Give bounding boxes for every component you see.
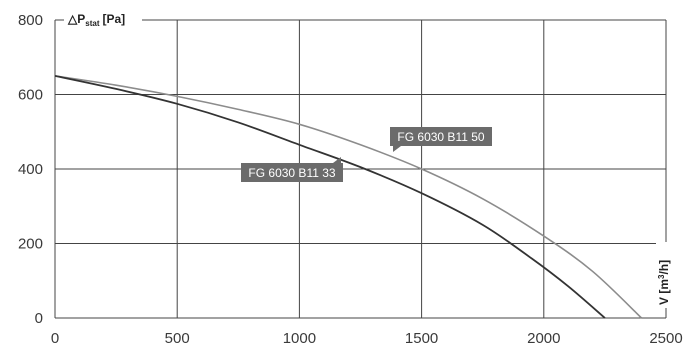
y-tick-label: 400 [18, 161, 43, 178]
x-tick-label: 2500 [649, 330, 682, 347]
x-tick-label: 1000 [283, 330, 316, 347]
x-tick-label: 0 [51, 330, 59, 347]
callout-box [241, 163, 343, 182]
y-tick-label: 0 [35, 310, 43, 327]
y-tick-label: 800 [18, 12, 43, 29]
grid [54, 10, 674, 319]
callout-label: FG 6030 B11 50 [397, 130, 484, 144]
series-callout: FG 6030 B11 50 [390, 127, 492, 152]
x-tick-label: 1500 [405, 330, 438, 347]
tick-labels: 0 500 1000 1500 2000 2500 0 200 400 600 800 [18, 12, 683, 347]
series-lines [54, 74, 643, 319]
callout-pointer [393, 146, 401, 152]
x-tick-label: 500 [165, 330, 190, 347]
series-line [54, 74, 606, 319]
y-axis-label: △Pstat [Pa] [67, 12, 125, 28]
callout-box [390, 127, 492, 146]
callout-label: FG 6030 B11 33 [248, 166, 335, 180]
y-label-backdrop [64, 10, 142, 28]
annotations: FG 6030 B11 50 FG 6030 B11 33 [241, 127, 492, 182]
y-tick-label: 200 [18, 236, 43, 253]
x-axis-label: V [m3/h] [657, 260, 671, 305]
series-callout: FG 6030 B11 33 [241, 157, 343, 182]
callout-pointer [333, 157, 341, 163]
x-label-backdrop [656, 242, 674, 308]
y-tick-label: 600 [18, 87, 43, 104]
series-line [54, 75, 643, 319]
x-tick-label: 2000 [527, 330, 560, 347]
